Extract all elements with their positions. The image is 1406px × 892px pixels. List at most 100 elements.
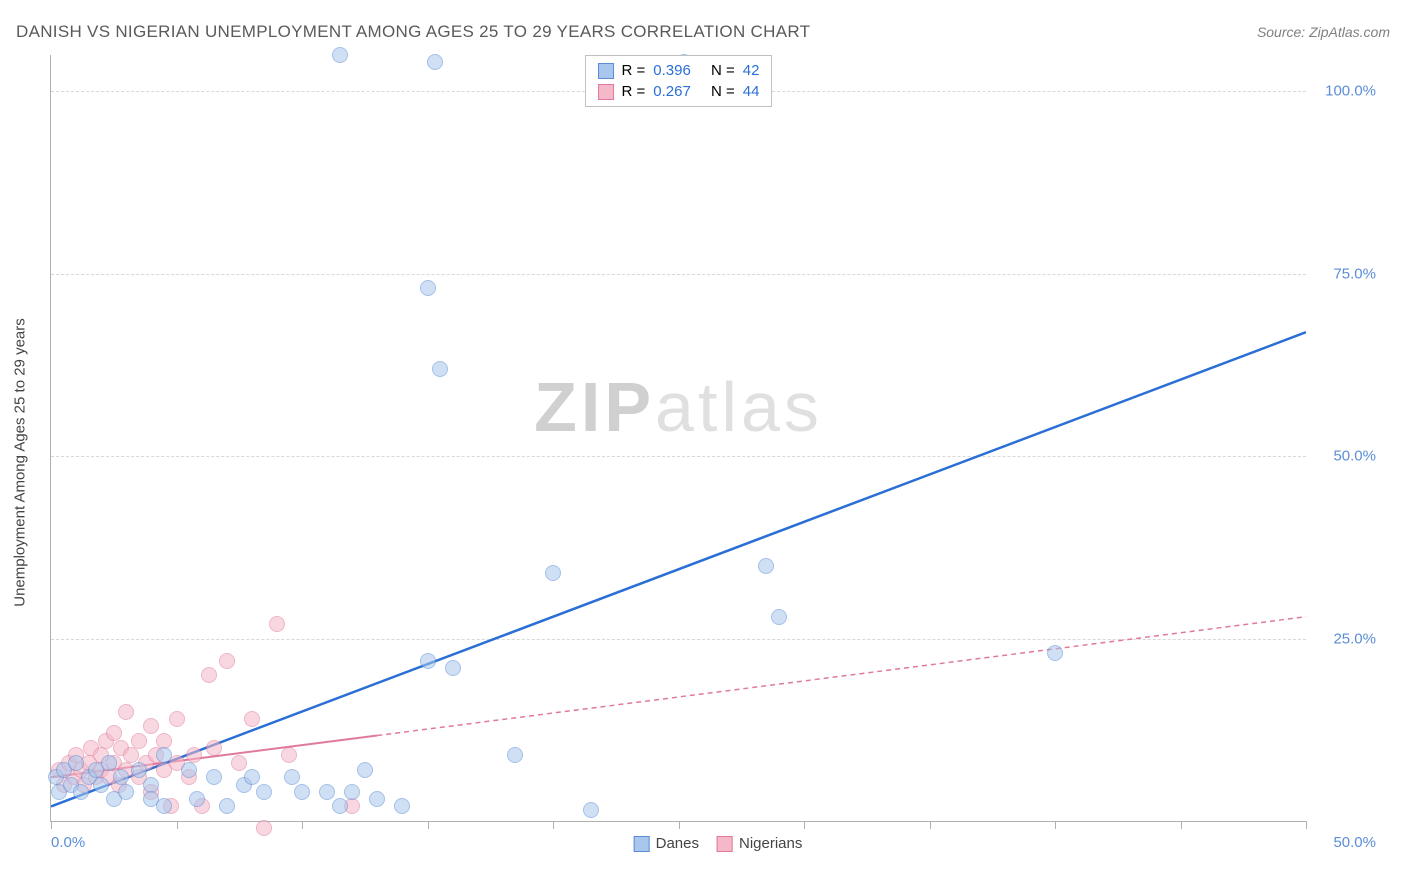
data-point-danes — [113, 769, 129, 785]
data-point-danes — [156, 798, 172, 814]
x-tick — [553, 821, 554, 829]
data-point-danes — [445, 660, 461, 676]
chart-title: DANISH VS NIGERIAN UNEMPLOYMENT AMONG AG… — [16, 22, 810, 42]
data-point-nigerians — [131, 733, 147, 749]
data-point-danes — [244, 769, 260, 785]
y-tick-label: 100.0% — [1325, 83, 1376, 100]
swatch-danes — [634, 836, 650, 852]
x-tick — [930, 821, 931, 829]
data-point-danes — [420, 653, 436, 669]
data-point-danes — [427, 54, 443, 70]
legend-row-danes: R = 0.396 N = 42 — [594, 60, 764, 81]
data-point-nigerians — [219, 653, 235, 669]
data-point-danes — [758, 558, 774, 574]
data-point-nigerians — [186, 747, 202, 763]
data-point-danes — [394, 798, 410, 814]
n-label: N = — [711, 83, 735, 100]
swatch-danes — [598, 63, 614, 79]
data-point-nigerians — [201, 667, 217, 683]
data-point-danes — [181, 762, 197, 778]
y-tick-label: 75.0% — [1333, 265, 1376, 282]
y-axis-label: Unemployment Among Ages 25 to 29 years — [12, 318, 29, 607]
x-tick — [177, 821, 178, 829]
x-tick — [1181, 821, 1182, 829]
data-point-nigerians — [118, 704, 134, 720]
grid-line — [51, 456, 1306, 457]
data-point-nigerians — [169, 711, 185, 727]
grid-line — [51, 639, 1306, 640]
data-point-danes — [332, 798, 348, 814]
grid-line — [51, 274, 1306, 275]
data-point-danes — [319, 784, 335, 800]
data-point-nigerians — [123, 747, 139, 763]
n-label: N = — [711, 62, 735, 79]
data-point-danes — [771, 609, 787, 625]
x-tick-label: 50.0% — [1333, 834, 1376, 851]
data-point-danes — [206, 769, 222, 785]
data-point-danes — [93, 777, 109, 793]
watermark: ZIPatlas — [534, 367, 823, 447]
plot-area: ZIPatlas R = 0.396 N = 42 R = 0.267 N = … — [50, 55, 1306, 822]
x-tick — [1055, 821, 1056, 829]
legend-label-danes: Danes — [656, 835, 699, 852]
x-tick — [428, 821, 429, 829]
data-point-danes — [507, 747, 523, 763]
r-label: R = — [622, 62, 646, 79]
x-tick — [804, 821, 805, 829]
n-value-nigerians: 44 — [743, 83, 760, 100]
data-point-danes — [420, 280, 436, 296]
data-point-danes — [73, 784, 89, 800]
trend-line-nigerians-extrapolated — [377, 617, 1306, 736]
data-point-danes — [256, 784, 272, 800]
data-point-danes — [545, 565, 561, 581]
y-tick-label: 25.0% — [1333, 630, 1376, 647]
swatch-nigerians — [717, 836, 733, 852]
data-point-danes — [143, 777, 159, 793]
data-point-nigerians — [269, 616, 285, 632]
series-legend: Danes Nigerians — [634, 835, 803, 852]
trend-lines-layer — [51, 55, 1306, 821]
data-point-danes — [219, 798, 235, 814]
data-point-nigerians — [106, 725, 122, 741]
watermark-zip: ZIP — [534, 368, 655, 446]
x-tick — [1306, 821, 1307, 829]
y-tick-label: 50.0% — [1333, 448, 1376, 465]
data-point-danes — [344, 784, 360, 800]
data-point-nigerians — [206, 740, 222, 756]
legend-item-nigerians: Nigerians — [717, 835, 802, 852]
trend-line-danes — [51, 332, 1306, 806]
chart-container: Unemployment Among Ages 25 to 29 years Z… — [50, 55, 1386, 852]
source-attribution: Source: ZipAtlas.com — [1257, 24, 1390, 40]
data-point-nigerians — [231, 755, 247, 771]
data-point-danes — [294, 784, 310, 800]
data-point-nigerians — [244, 711, 260, 727]
data-point-danes — [432, 361, 448, 377]
x-tick — [679, 821, 680, 829]
data-point-danes — [68, 755, 84, 771]
r-value-nigerians: 0.267 — [653, 83, 691, 100]
x-tick — [302, 821, 303, 829]
swatch-nigerians — [598, 84, 614, 100]
data-point-danes — [357, 762, 373, 778]
data-point-danes — [156, 747, 172, 763]
x-tick — [51, 821, 52, 829]
data-point-danes — [332, 47, 348, 63]
legend-item-danes: Danes — [634, 835, 699, 852]
data-point-nigerians — [281, 747, 297, 763]
legend-row-nigerians: R = 0.267 N = 44 — [594, 81, 764, 102]
data-point-danes — [369, 791, 385, 807]
data-point-danes — [583, 802, 599, 818]
watermark-atlas: atlas — [655, 368, 823, 446]
data-point-nigerians — [143, 718, 159, 734]
r-label: R = — [622, 83, 646, 100]
correlation-legend: R = 0.396 N = 42 R = 0.267 N = 44 — [585, 55, 773, 107]
data-point-danes — [284, 769, 300, 785]
legend-label-nigerians: Nigerians — [739, 835, 802, 852]
r-value-danes: 0.396 — [653, 62, 691, 79]
data-point-danes — [1047, 645, 1063, 661]
x-tick-label: 0.0% — [51, 834, 85, 851]
data-point-danes — [189, 791, 205, 807]
data-point-nigerians — [256, 820, 272, 836]
data-point-danes — [118, 784, 134, 800]
data-point-danes — [131, 762, 147, 778]
